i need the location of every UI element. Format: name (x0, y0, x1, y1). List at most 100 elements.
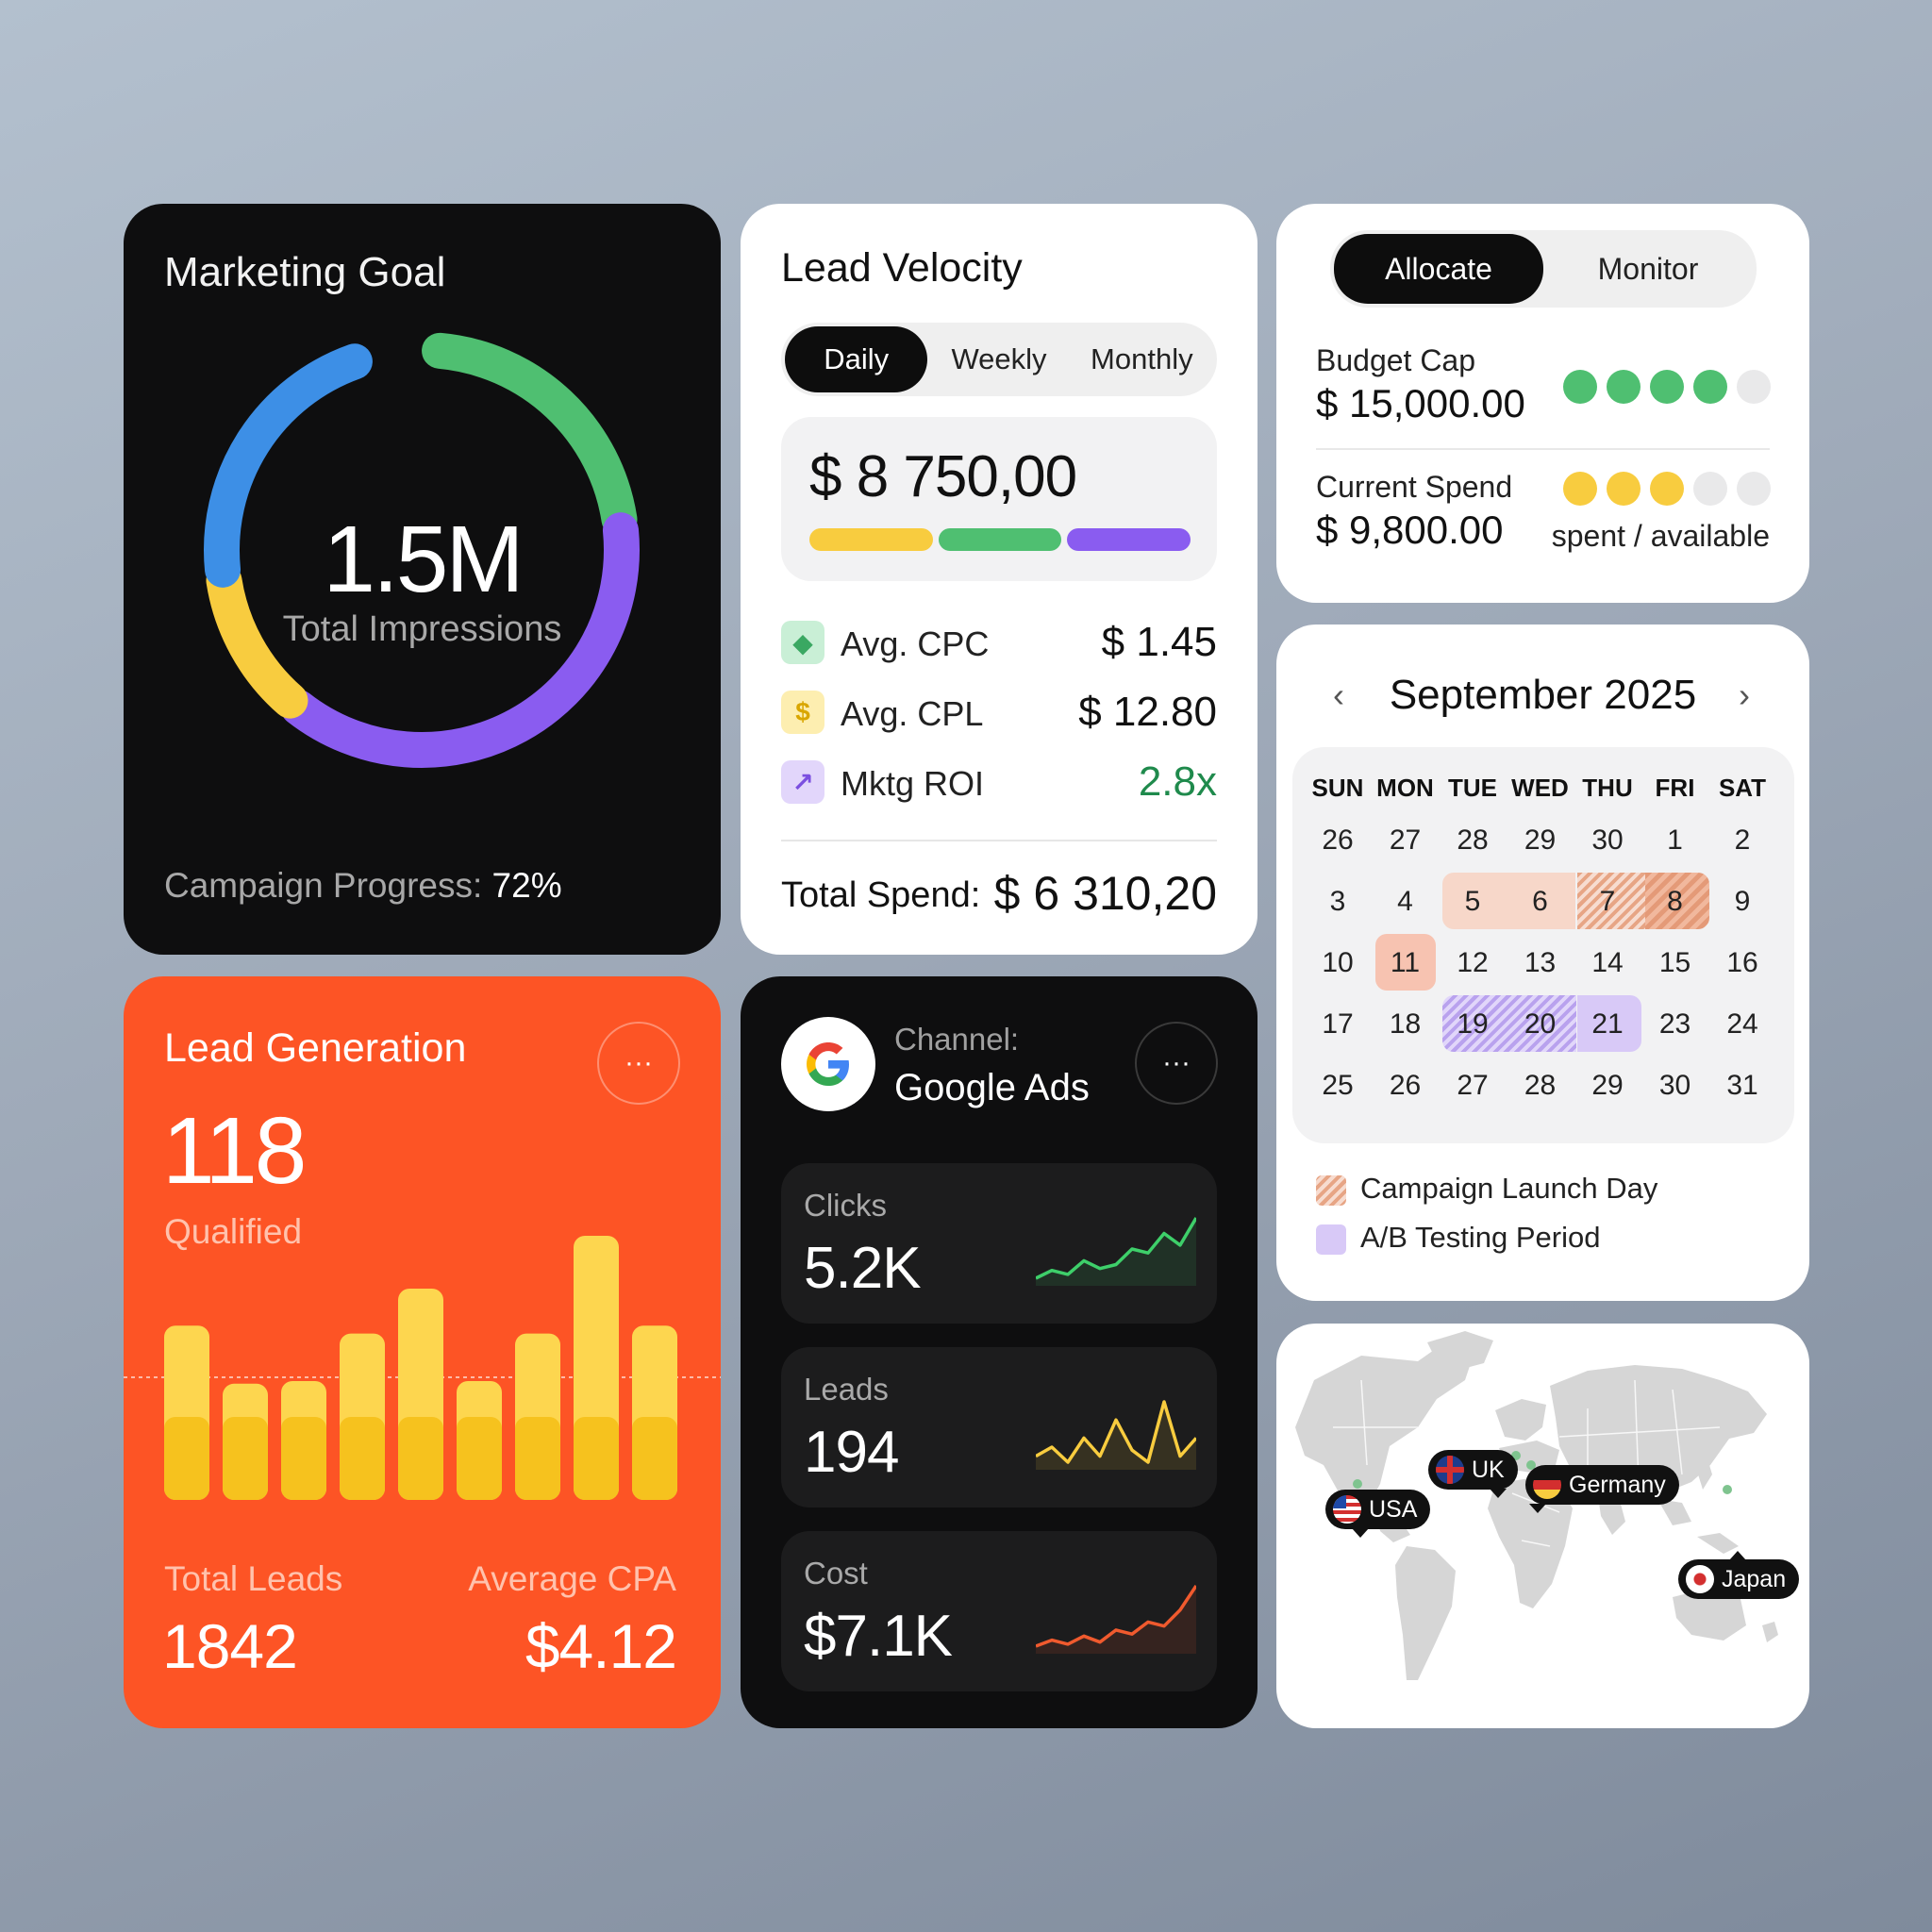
pin-label: USA (1369, 1495, 1418, 1523)
calendar-day[interactable]: 30 (1658, 1070, 1691, 1101)
calendar-day[interactable]: 10 (1322, 947, 1354, 978)
metric-label: Avg. CPC (841, 625, 990, 663)
calendar-day[interactable]: 17 (1322, 1008, 1354, 1040)
sparkline-line (1036, 1400, 1196, 1464)
calendar-day[interactable]: 13 (1524, 947, 1557, 978)
divider (781, 840, 1217, 841)
calendar-day[interactable]: 28 (1457, 824, 1489, 856)
map-pin-japan[interactable]: Japan (1678, 1551, 1800, 1599)
map-pin-germany[interactable]: Germany (1525, 1465, 1679, 1513)
velocity-amount: $ 8 750,00 (809, 444, 1077, 509)
calendar-day[interactable]: 5 (1464, 886, 1481, 917)
calendar-month: September 2025 (1389, 672, 1697, 718)
budget-cap-dot (1737, 370, 1771, 404)
map-pin-usa[interactable]: USA (1325, 1490, 1431, 1538)
calendar-day[interactable]: 23 (1658, 1008, 1691, 1040)
japan-flag-icon (1686, 1565, 1714, 1593)
split-bar-yellow (809, 528, 933, 551)
calendar-day[interactable]: 2 (1734, 824, 1751, 856)
calendar-day[interactable]: 9 (1734, 886, 1751, 917)
calendar-day[interactable]: 26 (1322, 824, 1354, 856)
calendar-day[interactable]: 1 (1667, 824, 1683, 856)
stat-card-cost: Cost $7.1K (781, 1531, 1217, 1691)
ring-segment-purple (280, 512, 640, 768)
calendar-day[interactable]: 31 (1726, 1070, 1758, 1101)
total-spend-value: $ 6 310,20 (993, 867, 1217, 920)
lead-bar (574, 1236, 619, 1500)
budget-cap-dot (1607, 370, 1641, 404)
metric-value: $ 1.45 (1101, 619, 1217, 665)
calendar-day[interactable]: 30 (1591, 824, 1624, 856)
calendar-day[interactable]: 4 (1397, 886, 1413, 917)
weekday-header: FRI (1655, 774, 1695, 802)
chevron-left-icon[interactable]: ‹ (1333, 675, 1344, 714)
calendar-day[interactable]: 11 (1390, 947, 1421, 978)
stat-value: $7.1K (804, 1604, 953, 1669)
campaign-progress: Campaign Progress: 72% (164, 866, 562, 906)
weekday-header: SAT (1718, 774, 1767, 802)
tab-daily[interactable]: Daily (785, 326, 928, 392)
launch-day-highlight (1644, 873, 1709, 929)
calendar-day[interactable]: 28 (1524, 1070, 1557, 1101)
calendar-day[interactable]: 16 (1726, 947, 1758, 978)
channel-value: Google Ads (894, 1067, 1090, 1108)
calendar-day[interactable]: 26 (1389, 1070, 1422, 1101)
tab-weekly[interactable]: Weekly (951, 342, 1047, 375)
clicks-sparkline (1036, 1217, 1196, 1286)
stat-card-leads: Leads 194 (781, 1347, 1217, 1507)
metric-label: Avg. CPL (841, 694, 984, 733)
metric-value: 2.8x (1138, 758, 1217, 805)
ring-segment-green (422, 332, 638, 538)
pin-label: UK (1472, 1456, 1505, 1483)
lead-bar (223, 1383, 268, 1500)
card-title: Lead Generation (164, 1025, 467, 1071)
calendar-day[interactable]: 21 (1591, 1008, 1624, 1040)
calendar-day[interactable]: 8 (1667, 886, 1683, 917)
split-bar (809, 528, 1191, 551)
lead-generation-card: Lead Generation ··· 118 Qualified Total … (124, 976, 721, 1728)
weekday-header: THU (1582, 774, 1633, 802)
card-title: Marketing Goal (164, 249, 446, 295)
current-spend-dots (1563, 472, 1771, 506)
calendar-day[interactable]: 25 (1322, 1070, 1354, 1101)
calendar-day[interactable]: 27 (1389, 824, 1422, 856)
calendar-day[interactable]: 29 (1591, 1070, 1624, 1101)
metric-row-cpl: $ Avg. CPL $ 12.80 (781, 689, 1217, 736)
current-spend-label: Current Spend (1316, 470, 1513, 504)
card-title: Lead Velocity (781, 245, 1023, 291)
period-switch: Daily Weekly Monthly (781, 323, 1217, 396)
calendar-day[interactable]: 27 (1457, 1070, 1489, 1101)
tab-allocate[interactable]: Allocate (1334, 234, 1543, 304)
stat-value: 5.2K (804, 1236, 922, 1301)
calendar-day[interactable]: 20 (1524, 1008, 1557, 1040)
calendar-day[interactable]: 12 (1457, 947, 1489, 978)
sparkline-area (1036, 1586, 1196, 1654)
uk-flag-icon (1436, 1456, 1464, 1484)
calendar-day[interactable]: 15 (1658, 947, 1691, 978)
legend-launch-day: Campaign Launch Day (1360, 1172, 1658, 1205)
calendar-day[interactable]: 7 (1599, 886, 1616, 917)
dollar-icon: $ (781, 691, 824, 734)
calendar-day[interactable]: 3 (1329, 886, 1346, 917)
calendar-day[interactable]: 24 (1726, 1008, 1758, 1040)
budget-cap-dot (1650, 370, 1684, 404)
map-pin-uk[interactable]: UK (1428, 1450, 1518, 1498)
tab-monthly[interactable]: Monthly (1091, 342, 1193, 375)
budget-cap-dot (1563, 370, 1597, 404)
more-options-button[interactable]: ··· (1135, 1022, 1218, 1105)
impressions-label: Total Impressions (282, 609, 562, 649)
calendar-day[interactable]: 6 (1532, 886, 1548, 917)
tab-monitor[interactable]: Monitor (1597, 251, 1699, 286)
calendar-day[interactable]: 14 (1591, 947, 1624, 978)
ab-testing-highlight (1577, 995, 1641, 1052)
more-options-button[interactable]: ··· (597, 1022, 680, 1105)
campaign-progress-label: Campaign Progress: (164, 866, 483, 905)
chevron-right-icon[interactable]: › (1739, 675, 1750, 714)
lead-velocity-card: Lead Velocity Daily Weekly Monthly $ 8 7… (741, 204, 1257, 955)
weekday-header: WED (1511, 774, 1569, 802)
calendar-day[interactable]: 18 (1389, 1008, 1422, 1040)
legend-swatch-ab (1316, 1224, 1346, 1255)
qualified-label: Qualified (164, 1212, 303, 1251)
calendar-day[interactable]: 29 (1524, 824, 1557, 856)
calendar-day[interactable]: 19 (1457, 1008, 1489, 1040)
